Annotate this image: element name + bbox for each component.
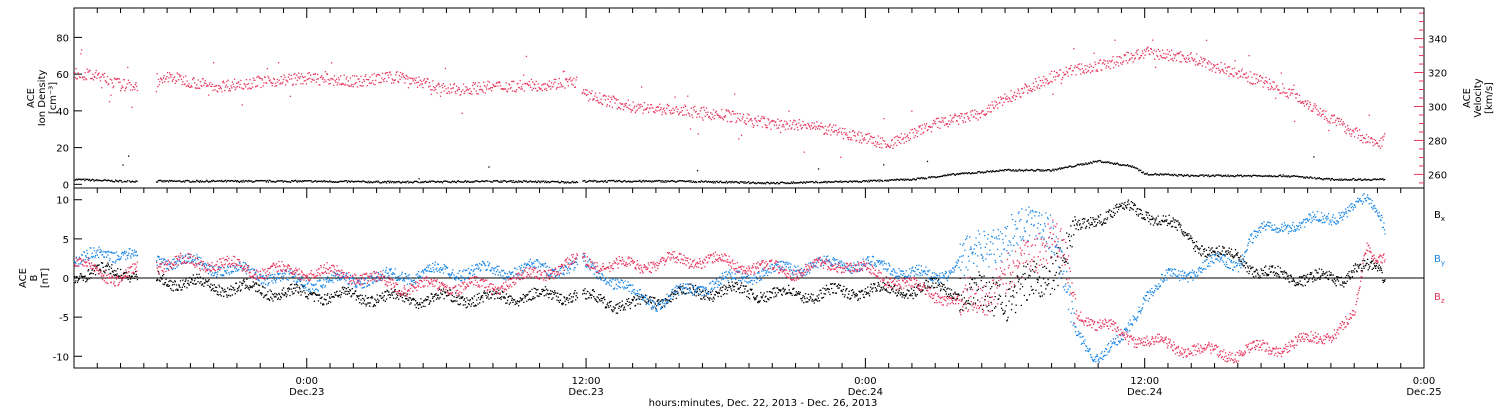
- b-axis-label: ACE B [nT]: [18, 268, 51, 288]
- x-tick-date: Dec.24: [1127, 387, 1162, 398]
- time-axis: 0:00Dec.2312:00Dec.230:00Dec.2412:00Dec.…: [73, 8, 1442, 398]
- panel1-frame: [73, 7, 1425, 189]
- density-label-line3: [cm⁻³]: [48, 82, 59, 114]
- x-tick-time: 0:00: [296, 376, 318, 387]
- series-velocity: [74, 39, 1386, 158]
- velocity-label-line2: Velocity: [1473, 78, 1484, 117]
- density-y-axis: 0 20 40 60 80: [56, 33, 82, 191]
- velocity-tick-label: 320: [1428, 69, 1447, 80]
- b-label-line3: [nT]: [40, 268, 51, 288]
- density-label-line2: Ion Density: [37, 70, 48, 127]
- x-tick-time: 12:00: [1130, 376, 1159, 387]
- density-tick-label: 20: [56, 144, 69, 155]
- velocity-axis-label: ACE Velocity [km/s]: [1462, 78, 1495, 117]
- velocity-tick-label: 260: [1428, 170, 1447, 181]
- x-tick-date: Dec.23: [568, 387, 603, 398]
- velocity-label-line3: [km/s]: [1484, 82, 1495, 114]
- density-tick-label: 60: [56, 70, 69, 81]
- b-y-axis: -10 -5 0 5 10: [53, 196, 82, 363]
- density-tick-label: 80: [56, 33, 69, 44]
- legend-bz: Bz: [1434, 292, 1445, 305]
- density-label-line1: ACE: [26, 88, 37, 108]
- density-axis-label: ACE Ion Density [cm⁻³]: [26, 70, 59, 127]
- velocity-y-axis: 260 280 300 320 340: [1414, 12, 1447, 184]
- x-tick-date: Dec.23: [289, 387, 324, 398]
- density-velocity-series: [74, 39, 1386, 185]
- velocity-tick-label: 280: [1428, 136, 1447, 147]
- x-tick-time: 12:00: [572, 376, 601, 387]
- x-tick-date: Dec.25: [1406, 387, 1441, 398]
- density-velocity-panel: 0 20 40 60 80 260 280 300 320 340 ACE Ion Densit…: [26, 7, 1495, 191]
- b-tick-label: 5: [63, 235, 69, 246]
- x-tick-date: Dec.24: [848, 387, 883, 398]
- x-tick-time: 0:00: [1413, 376, 1435, 387]
- magnetic-field-panel: -10 -5 0 5 10 ACE B [nT] Bx By Bz: [18, 187, 1445, 369]
- x-tick-time: 0:00: [854, 376, 876, 387]
- b-legend: Bx By Bz: [1434, 210, 1445, 305]
- series-bx: [74, 199, 1386, 322]
- b-tick-label: 0: [63, 274, 69, 285]
- series-bz: [74, 219, 1386, 364]
- b-label-line2: B: [29, 274, 40, 281]
- velocity-tick-label: 340: [1428, 35, 1447, 46]
- b-label-line1: ACE: [18, 268, 29, 288]
- density-tick-label: 40: [56, 107, 69, 118]
- velocity-tick-label: 300: [1428, 102, 1447, 113]
- b-field-series: [74, 193, 1386, 364]
- velocity-label-line1: ACE: [1462, 88, 1473, 108]
- b-tick-label: -5: [59, 313, 69, 324]
- x-axis-label: hours:minutes, Dec. 22, 2013 - Dec. 26, …: [649, 398, 878, 409]
- legend-by: By: [1434, 254, 1445, 267]
- b-tick-label: 10: [56, 196, 69, 207]
- legend-bx: Bx: [1434, 210, 1445, 223]
- b-tick-label: -10: [53, 352, 69, 363]
- density-tick-label: 0: [63, 180, 69, 191]
- series-ion-density: [74, 155, 1386, 185]
